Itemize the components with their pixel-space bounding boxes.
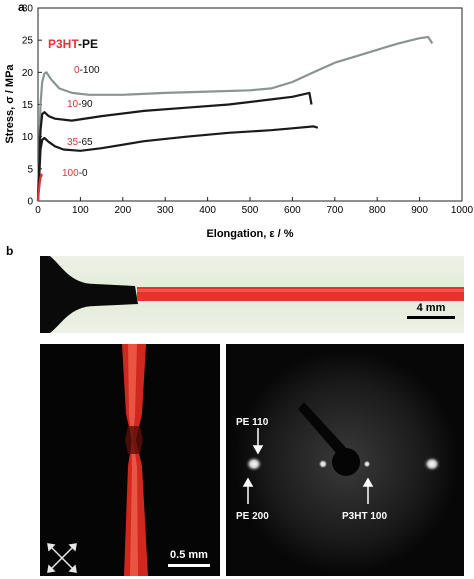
series-label-35-65: 35-65 [67,137,93,148]
x-tick-label: 1000 [451,205,474,216]
fiber-sheen [128,344,138,576]
polarizer-cross-icon [47,543,77,573]
series-line-0-100 [36,35,434,202]
x-axis-label: Elongation, ε / % [206,228,293,240]
x-tick-label: 400 [199,205,216,216]
x-tick-label: 200 [114,205,131,216]
beam-stop-arm [298,402,350,460]
fiber-drawing: 4 mm [40,256,464,333]
bottom-left-scale-bar [168,564,210,567]
beam-stop [332,448,360,476]
y-tick-label: 5 [27,164,33,175]
series-line-100-0 [36,173,43,202]
x-tick-label: 700 [326,205,343,216]
pe-200-spot-left [245,456,263,472]
y-tick-label: 20 [22,68,34,79]
series-label-10-90: 10-90 [67,99,93,110]
x-tick-label: 600 [284,205,301,216]
p3ht-100-spot-right [363,460,371,468]
stress-strain-chart: 0 100 200 300 400 500 600 700 800 900 1000 0 5 10 15 20… [4,4,474,241]
top-scale-bar [407,316,455,319]
annotation-arrows [242,428,374,504]
x-tick-label: 500 [242,205,259,216]
series-lines [36,35,434,202]
y-tick-label: 25 [22,36,34,47]
series-line-35-65 [36,125,319,202]
polarized-micrograph: 0.5 mm [40,344,220,576]
x-tick-label: 100 [72,205,89,216]
x-tick-label: 0 [35,205,41,216]
pe-200-label: PE 200 [236,511,269,522]
x-tick-label: 900 [411,205,428,216]
y-axis-label: Stress, σ / MPa [4,64,16,144]
p3ht-100-label: P3HT 100 [342,511,387,522]
top-scale-label: 4 mm [417,302,446,314]
pe-110-label: PE 110 [236,417,269,428]
series-line-10-90 [36,91,313,202]
drawn-fiber-photo: 4 mm [40,256,464,333]
panel-a-label: a [18,0,25,14]
xray-diffraction-pattern: PE 110 PE 200 P3HT 100 [226,344,464,576]
fiber-highlight [137,289,464,292]
legend-title-pe: -PE [78,37,98,51]
x-tick-label: 800 [369,205,386,216]
axis-ticks: 0 100 200 300 400 500 600 700 800 900 1000 0 5 10 15 20… [22,4,474,217]
panel-b-label: b [6,244,14,258]
y-tick-label: 0 [27,197,33,208]
twist-knot [125,426,143,454]
pe-200-spot-right [423,456,441,472]
y-tick-label: 10 [22,132,34,143]
y-tick-label: 15 [22,100,34,111]
series-label-0-100: 0-100 [74,65,100,76]
x-tick-label: 300 [157,205,174,216]
y-tick-label: 30 [22,4,34,15]
legend-title-p3ht: P3HT [48,37,79,51]
undrawn-film [40,256,138,333]
legend-title: P3HT-PE [48,37,98,51]
bottom-left-scale-label: 0.5 mm [170,549,208,561]
series-label-100-0: 100-0 [62,168,88,179]
pe-110-spot-left [318,459,328,469]
plot-frame [37,7,463,202]
